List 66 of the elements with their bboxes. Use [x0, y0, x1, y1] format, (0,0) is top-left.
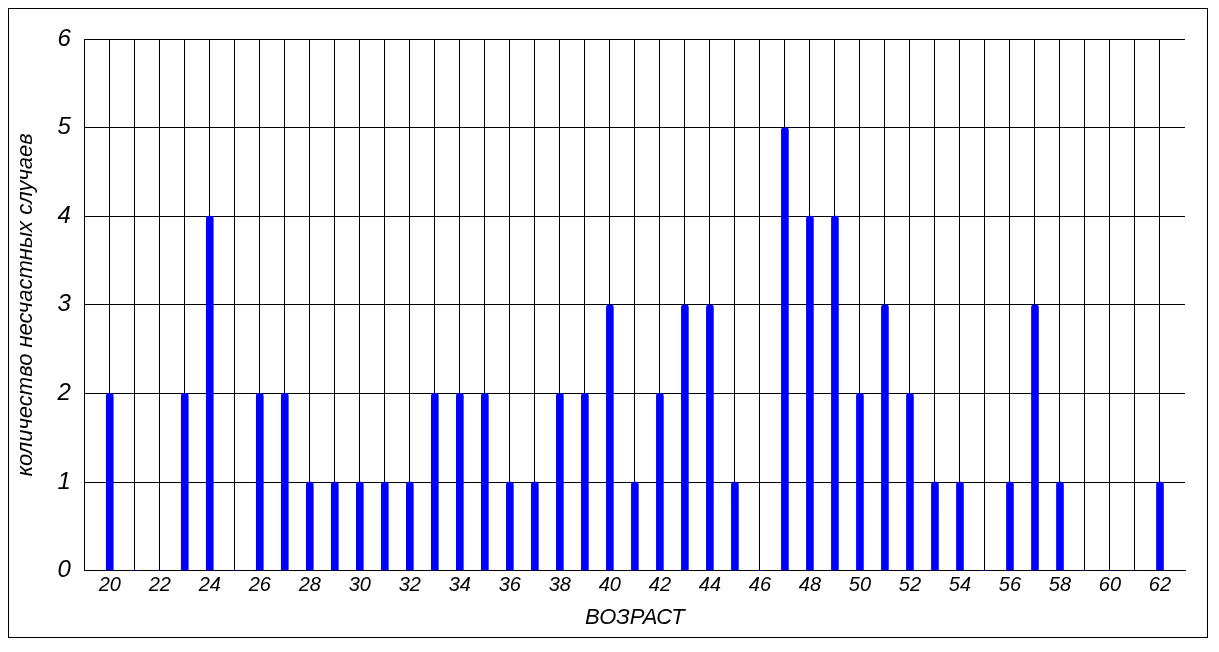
bar: [180, 393, 189, 571]
y-tick-label: 1: [57, 466, 71, 494]
bar: [330, 481, 339, 571]
y-tick-label: 5: [57, 112, 72, 140]
bar: [631, 481, 639, 571]
x-tick-label: 46: [748, 573, 772, 596]
bar: [105, 393, 114, 571]
x-tick-label: 40: [598, 573, 621, 596]
bar: [531, 481, 539, 571]
x-tick-label: 26: [247, 573, 272, 596]
bar: [681, 304, 689, 571]
y-tick-label: 6: [57, 23, 72, 51]
bar: [280, 393, 289, 571]
x-tick-label: 54: [948, 573, 972, 596]
bar: [706, 304, 714, 571]
x-tick-label: 22: [147, 573, 171, 596]
bar: [956, 481, 964, 571]
bar: [405, 481, 414, 571]
x-tick-label: 38: [548, 573, 571, 596]
bar: [881, 304, 889, 571]
x-tick-label: 34: [448, 573, 471, 596]
x-tick-label: 60: [1098, 573, 1122, 596]
bar: [456, 393, 464, 571]
bar: [506, 481, 514, 571]
bar: [556, 393, 564, 571]
x-tick-label: 48: [798, 573, 822, 596]
bar: [380, 481, 389, 571]
bar: [1006, 481, 1014, 571]
bar: [481, 393, 489, 571]
x-tick-label: 56: [998, 573, 1022, 596]
bar: [781, 127, 789, 571]
x-tick-label: 32: [398, 573, 421, 596]
x-tick-label: 36: [498, 573, 522, 596]
x-tick-label: 50: [848, 573, 872, 596]
x-tick-label: 28: [297, 573, 321, 596]
x-tick-label: 44: [698, 573, 722, 596]
x-tick-label: 62: [1148, 573, 1172, 596]
y-tick-label: 2: [56, 378, 71, 406]
x-tick-label: 20: [97, 573, 121, 596]
x-tick-label: 58: [1048, 573, 1072, 596]
bar: [205, 215, 214, 571]
bar: [255, 393, 264, 571]
y-tick-label: 4: [57, 200, 71, 228]
bar: [581, 393, 589, 571]
bar: [806, 215, 814, 571]
bar: [431, 393, 439, 571]
x-tick-label: 42: [648, 573, 671, 596]
y-axis-title: количество несчастных случаев: [12, 133, 38, 477]
bar: [1156, 481, 1164, 571]
x-axis-title: ВОЗРАСТ: [584, 603, 687, 629]
x-tick-label: 52: [898, 573, 922, 596]
y-tick-label: 3: [57, 289, 72, 317]
bar: [931, 481, 939, 571]
bar: [906, 393, 914, 571]
bar: [731, 481, 739, 571]
bar: [1031, 304, 1039, 571]
y-tick-label: 0: [57, 555, 72, 583]
bar: [305, 481, 314, 571]
x-tick-label: 24: [197, 573, 221, 596]
bar: [606, 304, 614, 571]
bar: [355, 481, 364, 571]
x-tick-label: 30: [348, 573, 371, 596]
bar: [831, 215, 839, 571]
bar: [856, 393, 864, 571]
bar: [656, 393, 664, 571]
bar: [1056, 481, 1064, 571]
